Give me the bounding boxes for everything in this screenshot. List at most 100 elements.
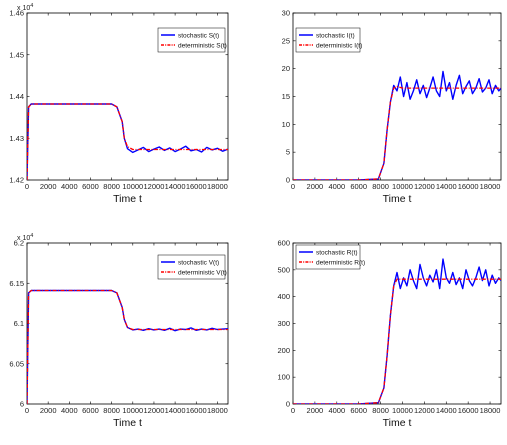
x-tick-label: 10000 [122, 182, 143, 191]
legend-label: deterministic V(t) [178, 269, 227, 276]
y-tick-label: 10 [282, 120, 290, 129]
x-tick-label: 4000 [61, 406, 78, 415]
x-tick-label: 0 [25, 182, 29, 191]
x-tick-label: 10000 [392, 182, 413, 191]
x-tick-label: 6000 [350, 406, 367, 415]
legend: stochastic R(t) deterministic R(t) [295, 244, 365, 270]
y-tick-label: 1.42 [9, 176, 24, 185]
y-exponent-label: x 104 [17, 3, 33, 12]
y-tick-label: 1.46 [9, 9, 24, 18]
x-tick-label: 4000 [328, 182, 345, 191]
y-tick-label: 1.43 [9, 134, 24, 143]
y-tick-label: 6.1 [14, 319, 24, 328]
x-tick-label: 8000 [372, 182, 389, 191]
x-tick-label: 16000 [458, 182, 479, 191]
series-line-stochastic-i-t- [293, 70, 501, 180]
chart-panel-bottom-right: 0 2000 4000 6000 8000 10000 12000 14000 16000 180… [277, 239, 502, 429]
x-tick-label: 16000 [186, 182, 207, 191]
y-tick-label: 6.05 [9, 359, 24, 368]
series-line-deterministic-r-t- [293, 278, 501, 404]
x-tick-label: 2000 [40, 182, 57, 191]
y-tick-label: 0 [286, 176, 290, 185]
y-tick-label: 1.45 [9, 50, 24, 59]
x-tick-label: 2000 [307, 406, 324, 415]
legend-box [157, 254, 226, 280]
chart-panel-bottom-left: 0 2000 4000 6000 8000 10000 12000 14000 16000 180… [9, 233, 229, 429]
x-axis-label: Time t [383, 193, 412, 205]
y-tick-label: 30 [282, 9, 290, 18]
y-exponent-power: 4 [30, 3, 33, 9]
x-tick-label: 14000 [436, 182, 457, 191]
legend-label: stochastic V(t) [178, 259, 219, 266]
legend-box [157, 27, 226, 53]
x-tick-label: 8000 [372, 406, 389, 415]
legend-label: deterministic I(t) [316, 42, 362, 49]
x-tick-label: 4000 [328, 406, 345, 415]
legend-label: stochastic R(t) [316, 249, 358, 256]
series-line-stochastic-r-t- [293, 258, 501, 404]
y-tick-label: 25 [282, 36, 290, 45]
legend: stochastic V(t) deterministic V(t) [157, 254, 227, 280]
legend-label: deterministic S(t) [178, 42, 227, 49]
x-axis-label: Time t [113, 417, 142, 429]
x-tick-label: 4000 [61, 182, 78, 191]
x-tick-label: 16000 [458, 406, 479, 415]
x-tick-label: 12000 [414, 406, 435, 415]
x-tick-label: 8000 [103, 182, 120, 191]
x-tick-label: 18000 [207, 406, 228, 415]
x-tick-label: 14000 [165, 406, 186, 415]
y-tick-label: 100 [277, 373, 290, 382]
y-tick-label: 0 [286, 400, 290, 409]
x-tick-label: 18000 [480, 182, 501, 191]
x-tick-label: 14000 [165, 182, 186, 191]
series-line-stochastic-v-t- [27, 289, 228, 404]
x-tick-label: 0 [25, 406, 29, 415]
y-tick-label: 300 [277, 319, 290, 328]
y-tick-label: 6.2 [14, 239, 24, 248]
y-tick-label: 6.15 [9, 279, 24, 288]
y-tick-label: 15 [282, 92, 290, 101]
legend-label: deterministic R(t) [316, 259, 365, 266]
y-tick-label: 400 [277, 292, 290, 301]
x-tick-label: 6000 [82, 182, 99, 191]
x-tick-label: 18000 [480, 406, 501, 415]
y-tick-label: 20 [282, 64, 290, 73]
legend: stochastic S(t) deterministic S(t) [157, 27, 227, 53]
x-axis-label: Time t [113, 193, 142, 205]
chart-panel-top-left: 0 2000 4000 6000 8000 10000 12000 14000 16000 180… [9, 3, 229, 205]
series-line-deterministic-v-t- [27, 289, 228, 404]
x-tick-label: 12000 [144, 406, 165, 415]
chart-panel-top-right: 0 2000 4000 6000 8000 10000 12000 14000 16000 180… [282, 9, 502, 205]
x-tick-label: 10000 [392, 406, 413, 415]
legend: stochastic I(t) deterministic I(t) [295, 27, 362, 53]
series-line-deterministic-s-t- [27, 103, 228, 180]
series-line-stochastic-s-t- [27, 103, 228, 180]
series-line-deterministic-i-t- [293, 85, 501, 180]
legend-label: stochastic I(t) [316, 32, 355, 39]
y-tick-label: 200 [277, 346, 290, 355]
x-tick-label: 2000 [40, 406, 57, 415]
x-tick-label: 0 [291, 406, 295, 415]
x-tick-label: 10000 [122, 406, 143, 415]
legend-box [295, 244, 361, 270]
x-tick-label: 16000 [186, 406, 207, 415]
x-tick-label: 14000 [436, 406, 457, 415]
x-tick-label: 0 [291, 182, 295, 191]
x-tick-label: 8000 [103, 406, 120, 415]
y-exponent-label: x 104 [17, 233, 33, 242]
x-tick-label: 12000 [414, 182, 435, 191]
y-exponent-power: 4 [30, 233, 33, 239]
legend-box [295, 27, 361, 53]
y-tick-label: 500 [277, 265, 290, 274]
x-tick-label: 12000 [144, 182, 165, 191]
y-tick-label: 1.44 [9, 92, 24, 101]
y-tick-label: 5 [286, 148, 290, 157]
x-tick-label: 6000 [82, 406, 99, 415]
y-tick-label: 6 [20, 400, 24, 409]
x-tick-label: 18000 [207, 182, 228, 191]
legend-label: stochastic S(t) [178, 32, 219, 39]
x-axis-label: Time t [383, 417, 412, 429]
x-tick-label: 2000 [307, 182, 324, 191]
y-tick-label: 600 [277, 239, 290, 248]
